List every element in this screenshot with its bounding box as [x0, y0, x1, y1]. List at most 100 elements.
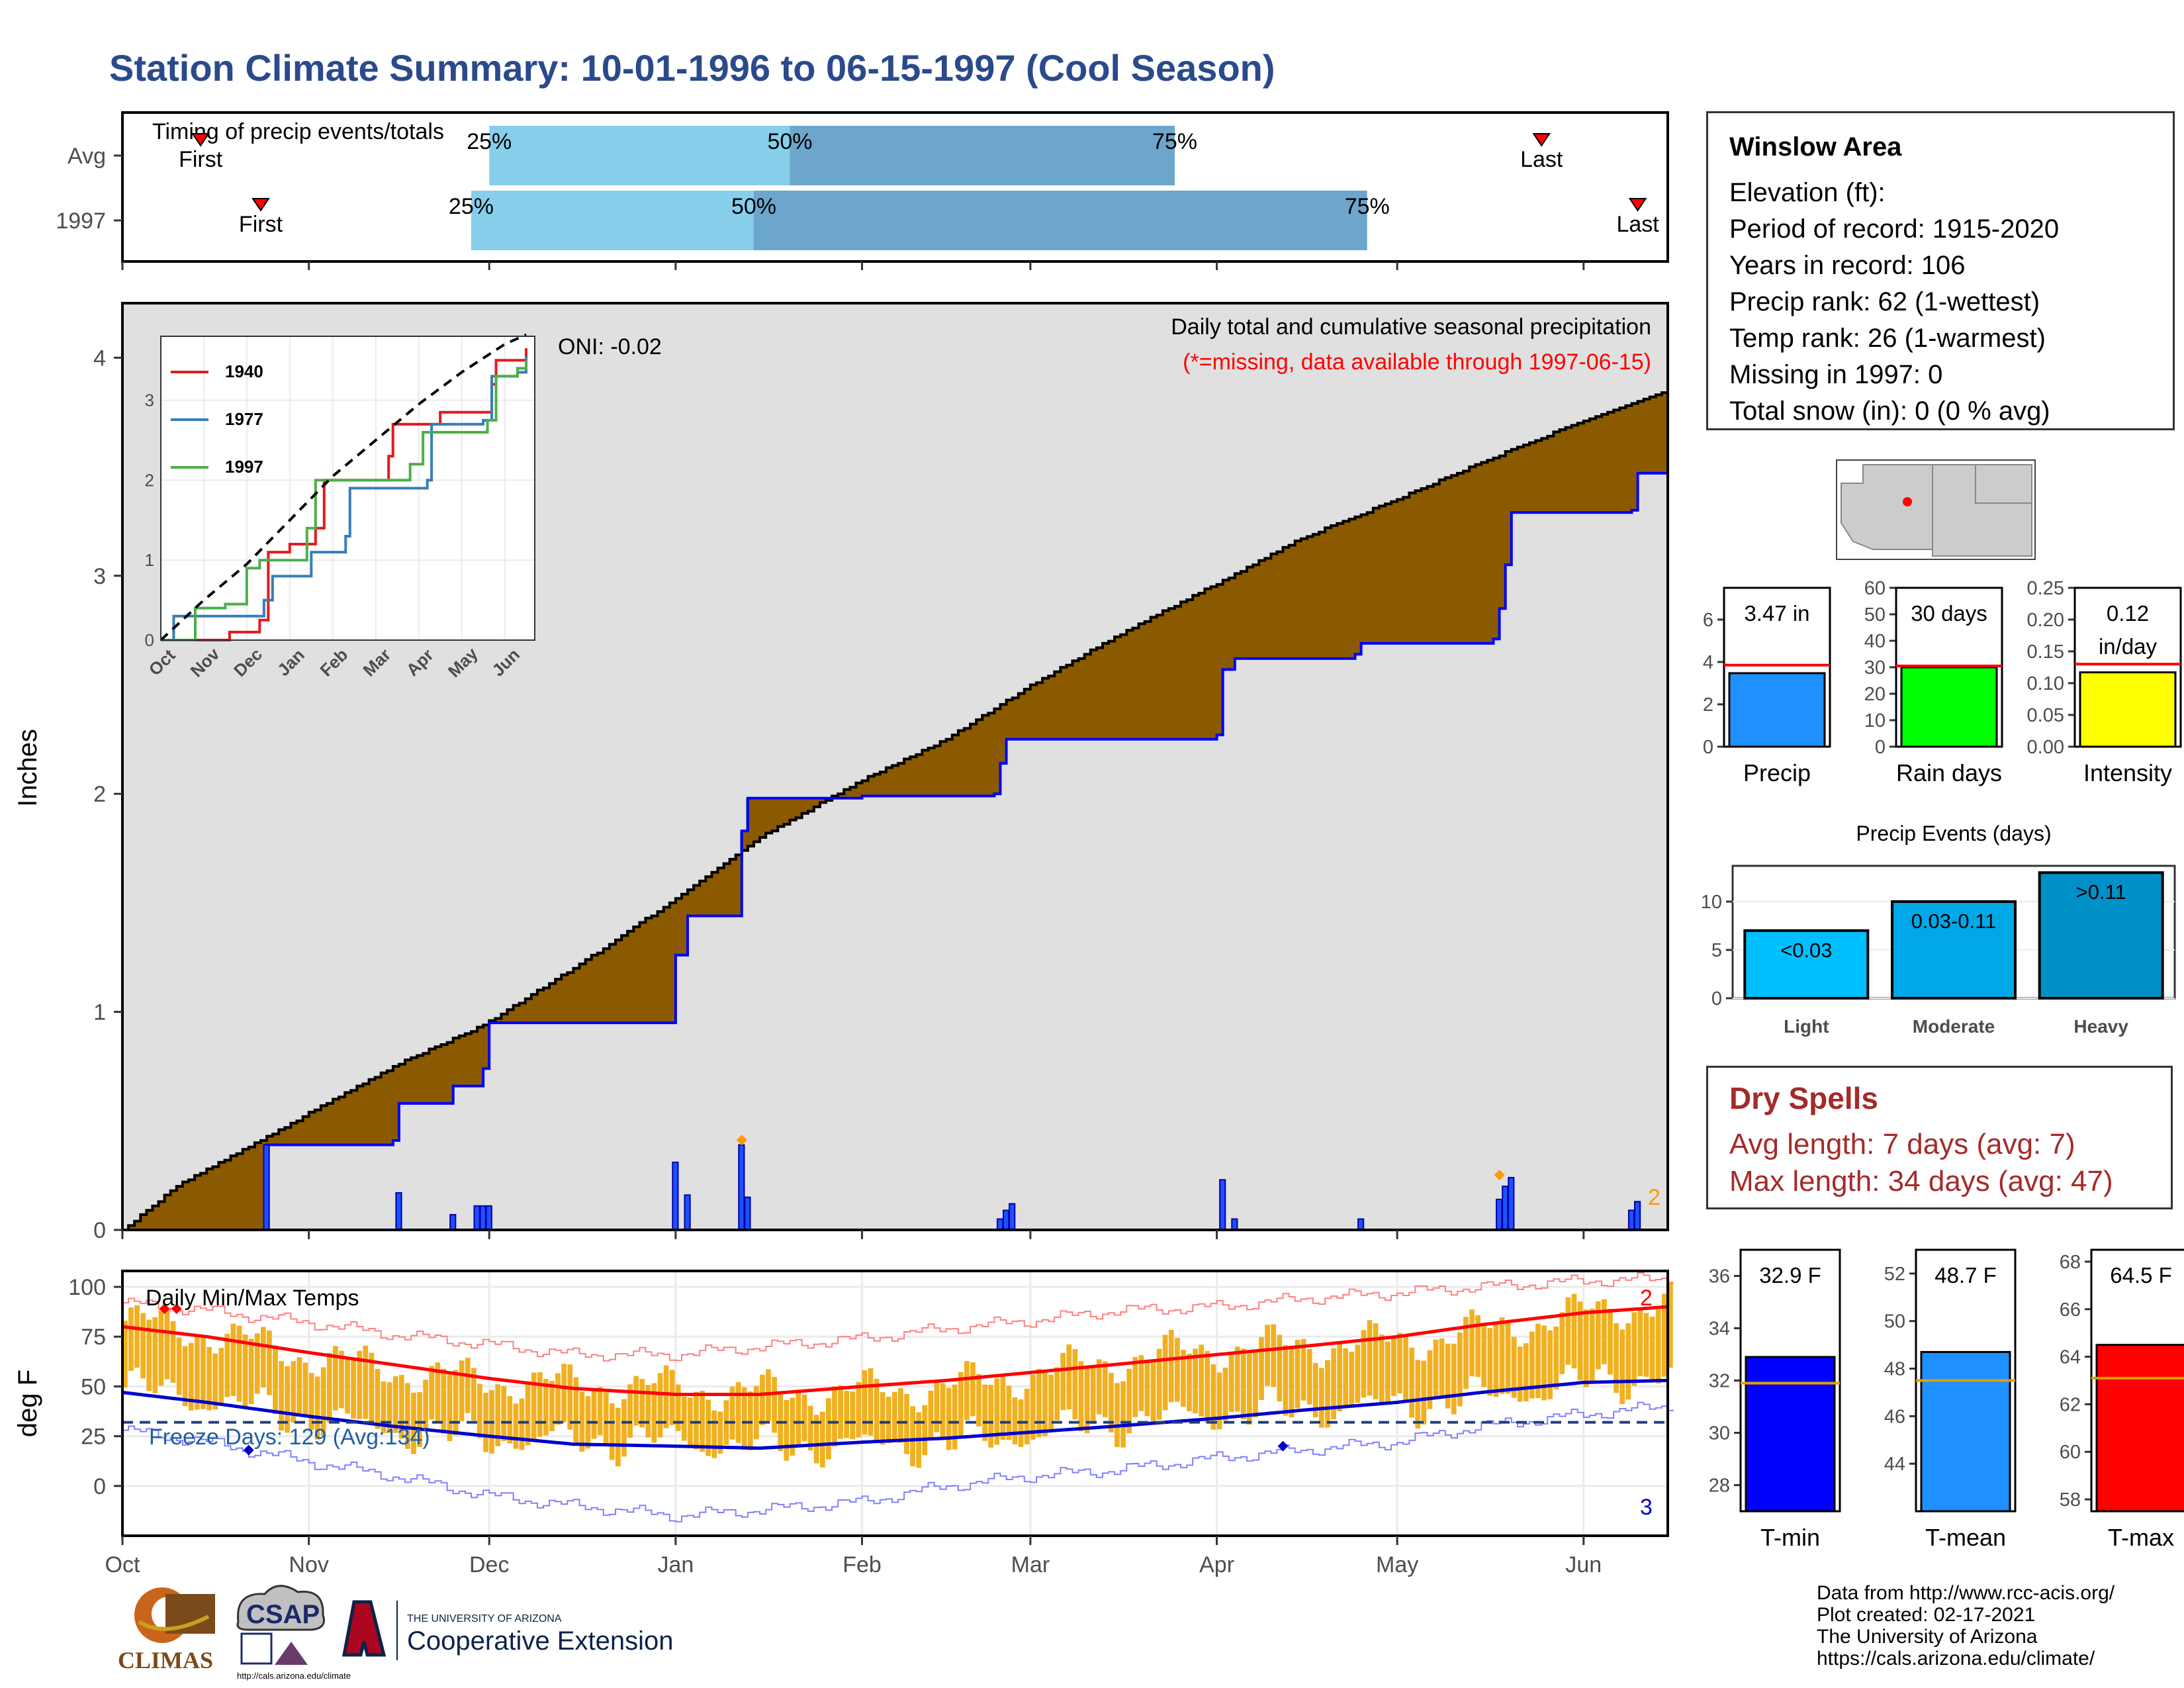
- daily-temp-bar: [1174, 1338, 1180, 1402]
- daily-temp-bar: [627, 1384, 633, 1438]
- daily-temp-bar: [1547, 1330, 1553, 1399]
- small-bar-tmin: 28 30 32 34 36 32.9 F T-min: [1709, 1248, 1841, 1551]
- daily-temp-bar: [1451, 1343, 1457, 1415]
- footer-line: https://cals.arizona.edu/climate/: [1817, 1648, 2095, 1669]
- event-bar-label: 0.03-0.11: [1911, 910, 1997, 933]
- y-tick-label: 10: [1864, 710, 1886, 731]
- daily-temp-bar: [188, 1342, 194, 1411]
- daily-temp-bar: [1162, 1335, 1168, 1411]
- daily-temp-bar: [891, 1391, 897, 1440]
- daily-temp-bar: [813, 1415, 819, 1464]
- temp-count-top: 2: [1640, 1286, 1653, 1311]
- daily-temp-bar: [392, 1376, 398, 1433]
- event-category-label: Moderate: [1913, 1016, 1995, 1037]
- last-label: Last: [1520, 147, 1563, 172]
- value-bar: [1920, 1350, 2011, 1513]
- station-line: Temp rank: 26 (1-warmest): [1729, 324, 2046, 353]
- daily-temp-bar: [1193, 1348, 1198, 1414]
- y-tick-label: 0.25: [2027, 578, 2064, 599]
- daily-temp-bar: [1661, 1293, 1667, 1377]
- daily-temp-bar: [862, 1370, 868, 1435]
- y-tick-label: 28: [1709, 1476, 1730, 1497]
- daily-temp-bar: [669, 1370, 675, 1425]
- daily-precip-bar: [485, 1205, 492, 1231]
- bar-category-label: T-mean: [1925, 1524, 2006, 1551]
- y-tick-label: 25: [81, 1425, 106, 1450]
- station-info-box: Winslow Area Elevation (ft): Period of r…: [1706, 111, 2175, 430]
- quartile-bar-light: [471, 191, 754, 250]
- oni-label: ONI: -0.02: [558, 334, 662, 359]
- daily-temp-bar: [988, 1385, 994, 1448]
- precip-summary-bars: 0 2 4 6 3.47 in Precip 0 10 20 30 40 50 60 30 days Rai…: [1703, 578, 2182, 786]
- value-label: 48.7 F: [1934, 1263, 1997, 1288]
- daily-temp-bar: [567, 1364, 573, 1430]
- daily-temp-bar: [224, 1333, 230, 1397]
- daily-temp-bar: [387, 1382, 392, 1433]
- event-category-label: Heavy: [2073, 1016, 2128, 1037]
- daily-temp-bar: [1156, 1348, 1162, 1420]
- daily-temp-bar: [880, 1392, 886, 1445]
- p25-label: 25%: [449, 194, 494, 219]
- station-name: Winslow Area: [1729, 132, 1902, 162]
- daily-temp-bar: [531, 1372, 537, 1440]
- daily-temp-bar: [212, 1353, 218, 1410]
- daily-temp-bar: [1132, 1356, 1138, 1417]
- daily-temp-bar: [1559, 1312, 1565, 1374]
- daily-temp-bar: [1259, 1336, 1264, 1400]
- record-marker: [1277, 1440, 1289, 1452]
- daily-temp-bar: [952, 1384, 958, 1450]
- value-label: 30 days: [1911, 601, 1987, 626]
- first-event-marker: [251, 198, 270, 212]
- avg-cumulative-line: [122, 390, 1669, 1231]
- value-bar: [1745, 1356, 1836, 1513]
- small-bar-intensity: 0.00 0.05 0.10 0.15 0.20 0.25 0.12 in/day Intens…: [2027, 578, 2182, 786]
- daily-temp-bar: [1463, 1317, 1469, 1389]
- daily-temp-bar: [711, 1410, 717, 1458]
- daily-temp-bar: [633, 1376, 639, 1426]
- daily-temp-bar: [579, 1391, 585, 1452]
- daily-temp-bar: [1355, 1344, 1361, 1403]
- daily-temp-bar: [790, 1397, 796, 1456]
- y-tick-label: 50: [1864, 604, 1886, 626]
- daily-temp-bar: [1343, 1348, 1349, 1409]
- daily-temp-bar: [1475, 1315, 1480, 1378]
- daily-temp-bar: [140, 1313, 146, 1379]
- value-label: 3.47 in: [1744, 601, 1809, 626]
- record-marker: [243, 1444, 254, 1456]
- daily-temp-bar: [832, 1386, 837, 1447]
- daily-temp-bar: [675, 1384, 681, 1431]
- snow-marker: [1494, 1169, 1505, 1180]
- daily-temp-bar: [363, 1345, 369, 1419]
- daily-temp-bar: [279, 1361, 284, 1431]
- daily-temp-bar: [1325, 1360, 1330, 1428]
- daily-temp-bar: [1595, 1301, 1601, 1370]
- record-max-line: [122, 1272, 1674, 1362]
- x-tick-label: Jan: [657, 1552, 694, 1577]
- daily-temp-bar: [201, 1337, 206, 1409]
- daily-temp-bar: [195, 1336, 200, 1410]
- daily-temp-bar: [826, 1398, 831, 1460]
- daily-temp-bar: [1469, 1309, 1475, 1377]
- daily-precip-bar: [1003, 1209, 1010, 1231]
- daily-temp-bar: [1006, 1385, 1012, 1440]
- daily-temp-bar: [1144, 1360, 1150, 1417]
- y-tick-label: 44: [1884, 1454, 1905, 1475]
- daily-temp-bar: [1427, 1350, 1433, 1409]
- daily-temp-bar: [260, 1327, 266, 1388]
- y-tick-label: 4: [1703, 652, 1713, 673]
- daily-temp-bar: [645, 1385, 651, 1438]
- daily-temp-bar: [248, 1338, 254, 1405]
- daily-temp-bar: [1024, 1388, 1030, 1444]
- y-tick-label: 0.00: [2027, 737, 2064, 758]
- observed-cumulative-line: [122, 471, 1668, 1231]
- quartile-bar-dark: [790, 126, 1175, 185]
- daily-temp-bar: [1042, 1372, 1048, 1436]
- first-event-marker: [191, 133, 210, 147]
- daily-temp-bar: [801, 1394, 807, 1442]
- daily-temp-bar: [1385, 1341, 1390, 1403]
- inset-y-tick-label: 1: [145, 550, 154, 570]
- daily-temp-bar: [158, 1309, 164, 1386]
- daily-temp-bar: [1523, 1343, 1529, 1401]
- temp-count-bottom: 3: [1640, 1495, 1653, 1520]
